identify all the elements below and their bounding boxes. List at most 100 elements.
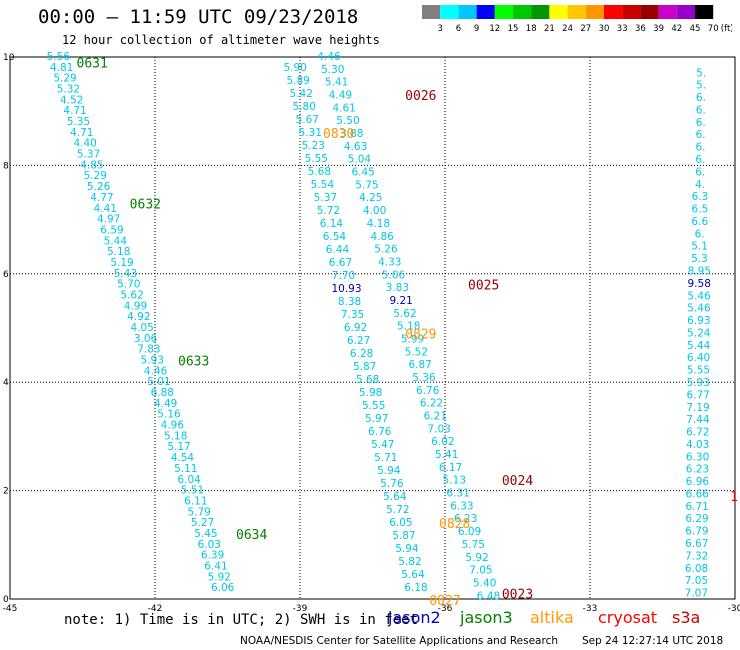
axis-ticks: -45 -42 -39 -36 -33 -30 0 2 4 6 8 10 xyxy=(3,53,740,614)
wave-height-value: 6.18 xyxy=(404,582,427,594)
wave-height-value: 6.23 xyxy=(686,464,709,476)
wave-height-value: 5.56 xyxy=(47,51,71,63)
wave-height-value: 4.46 xyxy=(144,365,168,377)
wave-height-value: 8.95 xyxy=(688,265,711,277)
wave-height-value: 5.68 xyxy=(308,166,331,178)
wave-height-value: 5.31 xyxy=(299,127,322,139)
wave-height-value: 5.80 xyxy=(293,101,316,113)
wave-height-value: 6.93 xyxy=(687,315,710,327)
wave-height-value: 6.77 xyxy=(686,389,709,401)
wave-height-value: 5.93 xyxy=(687,377,710,389)
wave-height-value: 5.19 xyxy=(110,257,133,269)
wave-height-value: 6.40 xyxy=(687,352,710,364)
y-tick-label: 8 xyxy=(3,161,9,171)
color-swatch xyxy=(640,5,659,19)
wave-height-value: 6.05 xyxy=(389,517,412,529)
wave-height-value: 5.46 xyxy=(687,290,711,302)
y-tick-label: 2 xyxy=(3,487,9,497)
wave-height-value: 5.40 xyxy=(473,577,496,589)
wave-height-value: 5.37 xyxy=(77,149,100,161)
timestamp-text: Sep 24 12:27:14 UTC 2018 xyxy=(582,635,724,647)
wave-height-value: 5.79 xyxy=(187,506,210,518)
wave-height-value: 7.05 xyxy=(469,565,492,577)
wave-height-value: 5.51 xyxy=(181,485,204,497)
color-unit-label: (ft) xyxy=(721,24,732,34)
wave-height-value: 6.72 xyxy=(686,427,709,439)
color-swatch-label: 18 xyxy=(526,24,537,34)
wave-height-value: 5.23 xyxy=(302,140,325,152)
wave-height-value: 4.49 xyxy=(329,90,352,102)
wave-height-value: 5.26 xyxy=(374,244,398,256)
wave-height-value: 4.49 xyxy=(154,398,177,410)
pass-time-label: 0829 xyxy=(405,327,436,342)
wave-height-value: 5.06 xyxy=(382,269,406,281)
wave-height-value: 10.93 xyxy=(331,283,361,295)
satellite-cryosat: cryosat xyxy=(598,608,658,627)
wave-height-value: 6.28 xyxy=(350,348,373,360)
wave-height-value: 6.66 xyxy=(686,488,710,500)
wave-height-value: 6.76 xyxy=(368,426,392,438)
wave-height-value: 5.17 xyxy=(167,441,190,453)
wave-height-value: 5.70 xyxy=(117,279,140,291)
wave-height-value: 6.22 xyxy=(420,398,443,410)
wave-height-value: 5.89 xyxy=(286,75,309,87)
wave-height-value: 5.99 xyxy=(401,333,424,345)
edge-mark: 1 xyxy=(730,490,738,505)
wave-height-value: 6.48 xyxy=(477,590,500,602)
chart-title: 00:00 – 11:59 UTC 09/23/2018 xyxy=(38,6,359,28)
wave-height-value: 5.52 xyxy=(405,346,428,358)
color-swatch xyxy=(567,5,586,19)
color-swatch-label: 42 xyxy=(671,24,682,34)
wave-height-value: 5.55 xyxy=(687,365,710,377)
grid-lines xyxy=(10,57,735,599)
color-swatch xyxy=(458,5,477,19)
pass-time-label: 0634 xyxy=(236,528,267,543)
color-swatch xyxy=(585,5,604,19)
satellite-jason2: jason2 xyxy=(388,608,441,627)
pass-time-label: 0633 xyxy=(178,355,209,370)
wave-height-value: 5.04 xyxy=(348,154,372,166)
wave-height-value: 8.38 xyxy=(338,296,361,308)
wave-height-value: 5.72 xyxy=(386,504,409,516)
wave-height-value: 4.97 xyxy=(97,214,120,226)
note-text: note: 1) Time is in UTC; 2) SWH is in fe… xyxy=(64,612,419,628)
x-tick-label: -39 xyxy=(293,604,308,614)
wave-height-value: 5.50 xyxy=(336,115,359,127)
wave-height-value: 4.71 xyxy=(63,105,86,117)
wave-height-value: 5.44 xyxy=(104,235,128,247)
pass-time-label: 0827 xyxy=(429,594,460,609)
wave-height-value: 5.3 xyxy=(691,253,708,265)
color-swatch xyxy=(622,5,641,19)
wave-height-value: 6.08 xyxy=(685,563,708,575)
wave-height-value: 5.18 xyxy=(164,430,187,442)
wave-height-value: 5.94 xyxy=(377,465,401,477)
wave-height-value: 5.29 xyxy=(84,170,107,182)
wave-height-value: 5.75 xyxy=(462,539,485,551)
color-swatch-label: 27 xyxy=(580,24,591,34)
wave-height-value: 5.42 xyxy=(290,88,313,100)
wave-height-value: 6.76 xyxy=(416,385,440,397)
wave-height-value: 7.19 xyxy=(686,402,709,414)
wave-height-value: 6.03 xyxy=(198,539,221,551)
wave-height-value: 6.71 xyxy=(685,501,708,513)
wave-height-value: 4.96 xyxy=(161,420,185,432)
color-swatch-label: 6 xyxy=(456,24,461,34)
wave-height-value: 5.35 xyxy=(67,116,90,128)
wave-height-value: 5.27 xyxy=(191,517,214,529)
x-tick-label: -30 xyxy=(728,604,740,614)
pass-time-label: 0023 xyxy=(502,588,533,603)
wave-height-value: 6.6 xyxy=(691,216,708,228)
wave-height-value: 5.47 xyxy=(371,439,394,451)
wave-height-value: 5.32 xyxy=(57,84,80,96)
color-swatch xyxy=(476,5,495,19)
color-swatch-label: 39 xyxy=(653,24,664,34)
wave-height-value: 6.31 xyxy=(446,488,469,500)
wave-height-value: 5.29 xyxy=(53,73,76,85)
wave-height-value: 5.24 xyxy=(687,327,711,339)
satellite-s3a: s3a xyxy=(672,608,701,627)
wave-height-value: 5.37 xyxy=(314,192,337,204)
pass-time-labels: 0631 0632 0633 0634 0830 0829 0828 0827 0026 0025… xyxy=(77,56,738,609)
wave-height-value: 6.54 xyxy=(323,231,347,243)
wave-height-value: 4.63 xyxy=(344,141,367,153)
